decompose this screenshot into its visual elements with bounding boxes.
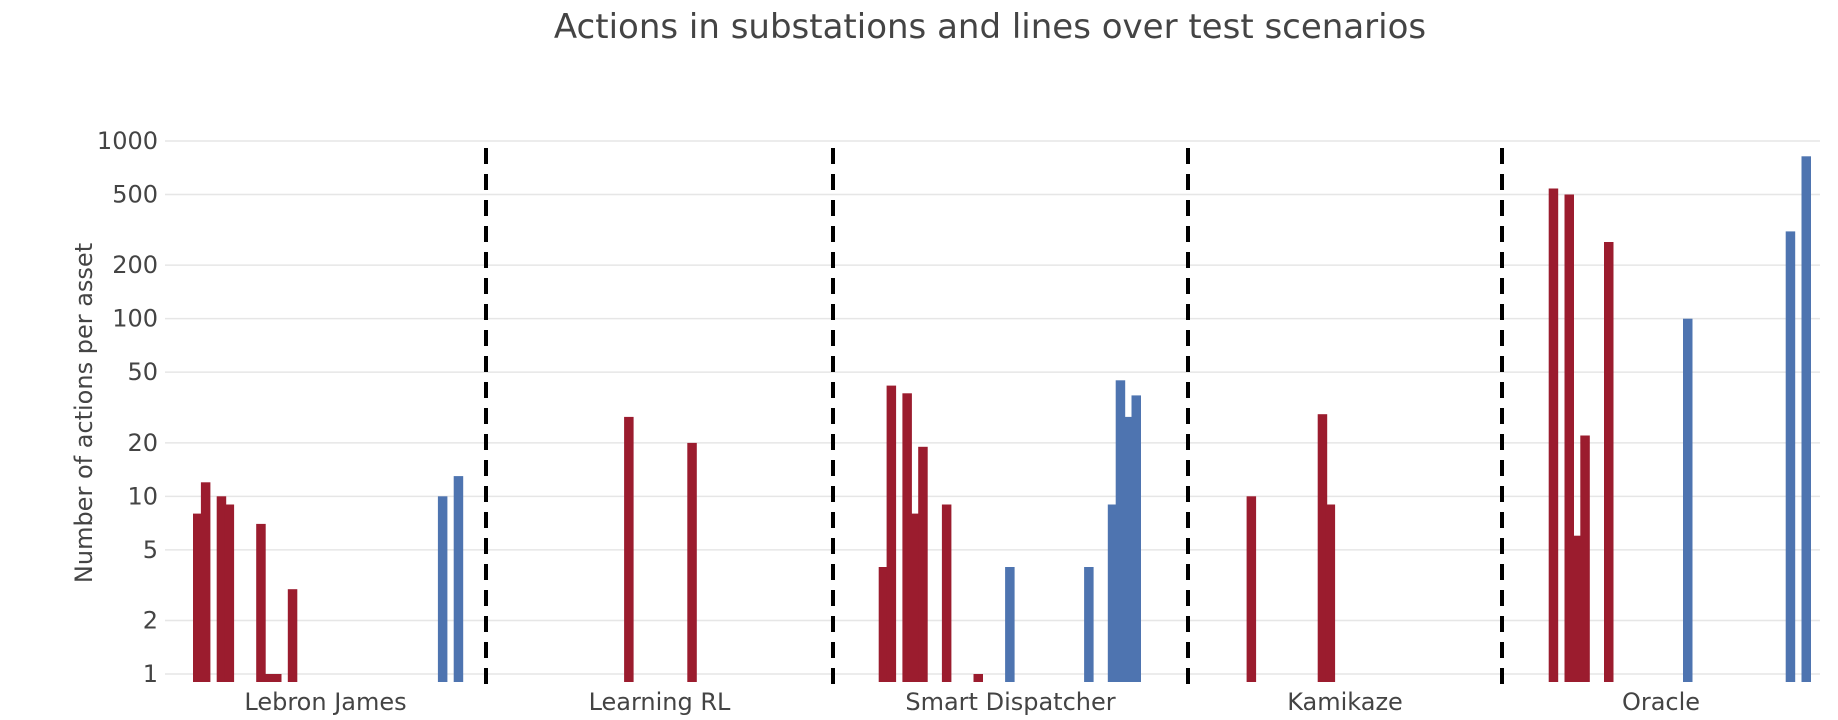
y-tick-label: 100 [112, 305, 158, 333]
y-tick-label: 200 [112, 251, 158, 279]
bar-substations [1548, 188, 1559, 682]
bar-substations [941, 504, 952, 682]
y-tick-label: 20 [127, 429, 158, 457]
bar-substations [624, 416, 634, 682]
bar-substations [256, 523, 266, 682]
bar-substations [1317, 414, 1328, 682]
bar-substations [1580, 435, 1590, 682]
bar-substations [272, 674, 282, 682]
bar-substations [1564, 194, 1574, 682]
x-tick-label: Lebron James [244, 688, 406, 716]
y-axis-label: Number of actions per asset [70, 243, 98, 583]
bar-substations [224, 504, 235, 682]
bar-substations [918, 446, 928, 682]
bar-substations [1572, 535, 1582, 682]
bar-substations [878, 567, 889, 682]
bar-substations [902, 393, 912, 682]
bar-substations [973, 674, 983, 682]
y-axis-ticks: 1 2 5 10 20 50 100 200 500 1000 [97, 127, 158, 688]
bar-lines [437, 496, 448, 682]
y-tick-label: 500 [112, 180, 158, 208]
bar-lines [453, 476, 464, 682]
bar-lines [1115, 380, 1126, 682]
bar-substations [200, 482, 211, 682]
bar-lines [1801, 156, 1811, 683]
bar-lines [1131, 395, 1141, 682]
x-tick-label: Smart Dispatcher [905, 688, 1115, 716]
x-axis-ticks: Lebron James Learning RL Smart Dispatcher K… [244, 688, 1700, 716]
x-tick-label: Kamikaze [1287, 688, 1403, 716]
bar-lines [1107, 504, 1118, 682]
bar-lines [1123, 416, 1134, 682]
bar-substations [216, 496, 227, 682]
bar-lines [1785, 231, 1796, 682]
y-tick-label: 2 [143, 607, 158, 635]
y-tick-label: 10 [127, 482, 158, 510]
bar-substations [287, 589, 298, 682]
x-tick-label: Learning RL [589, 688, 731, 716]
y-tick-label: 1 [143, 660, 158, 688]
bar-substations [1325, 504, 1336, 682]
bar-substations [687, 442, 697, 682]
bar-lines [1084, 567, 1094, 682]
group-separators [484, 148, 1504, 684]
bar-substations [264, 674, 274, 682]
bar-substations [193, 513, 203, 682]
bar-substations [886, 385, 897, 682]
x-tick-label: Oracle [1622, 688, 1700, 716]
bars [193, 156, 1811, 683]
bar-lines [1005, 567, 1015, 682]
y-tick-label: 5 [143, 536, 158, 564]
y-tick-label: 50 [127, 358, 158, 386]
bar-substations [1604, 242, 1614, 682]
bar-lines [1683, 318, 1693, 682]
bar-substations [1246, 496, 1257, 682]
y-tick-label: 1000 [97, 127, 158, 155]
chart-title: Actions in substations and lines over te… [554, 7, 1426, 47]
bar-substations [910, 513, 920, 682]
